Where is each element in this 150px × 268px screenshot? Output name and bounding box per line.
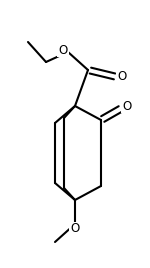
Text: O: O — [122, 99, 132, 113]
Text: O: O — [117, 69, 127, 83]
Text: O: O — [70, 222, 80, 236]
Text: O: O — [58, 43, 68, 57]
